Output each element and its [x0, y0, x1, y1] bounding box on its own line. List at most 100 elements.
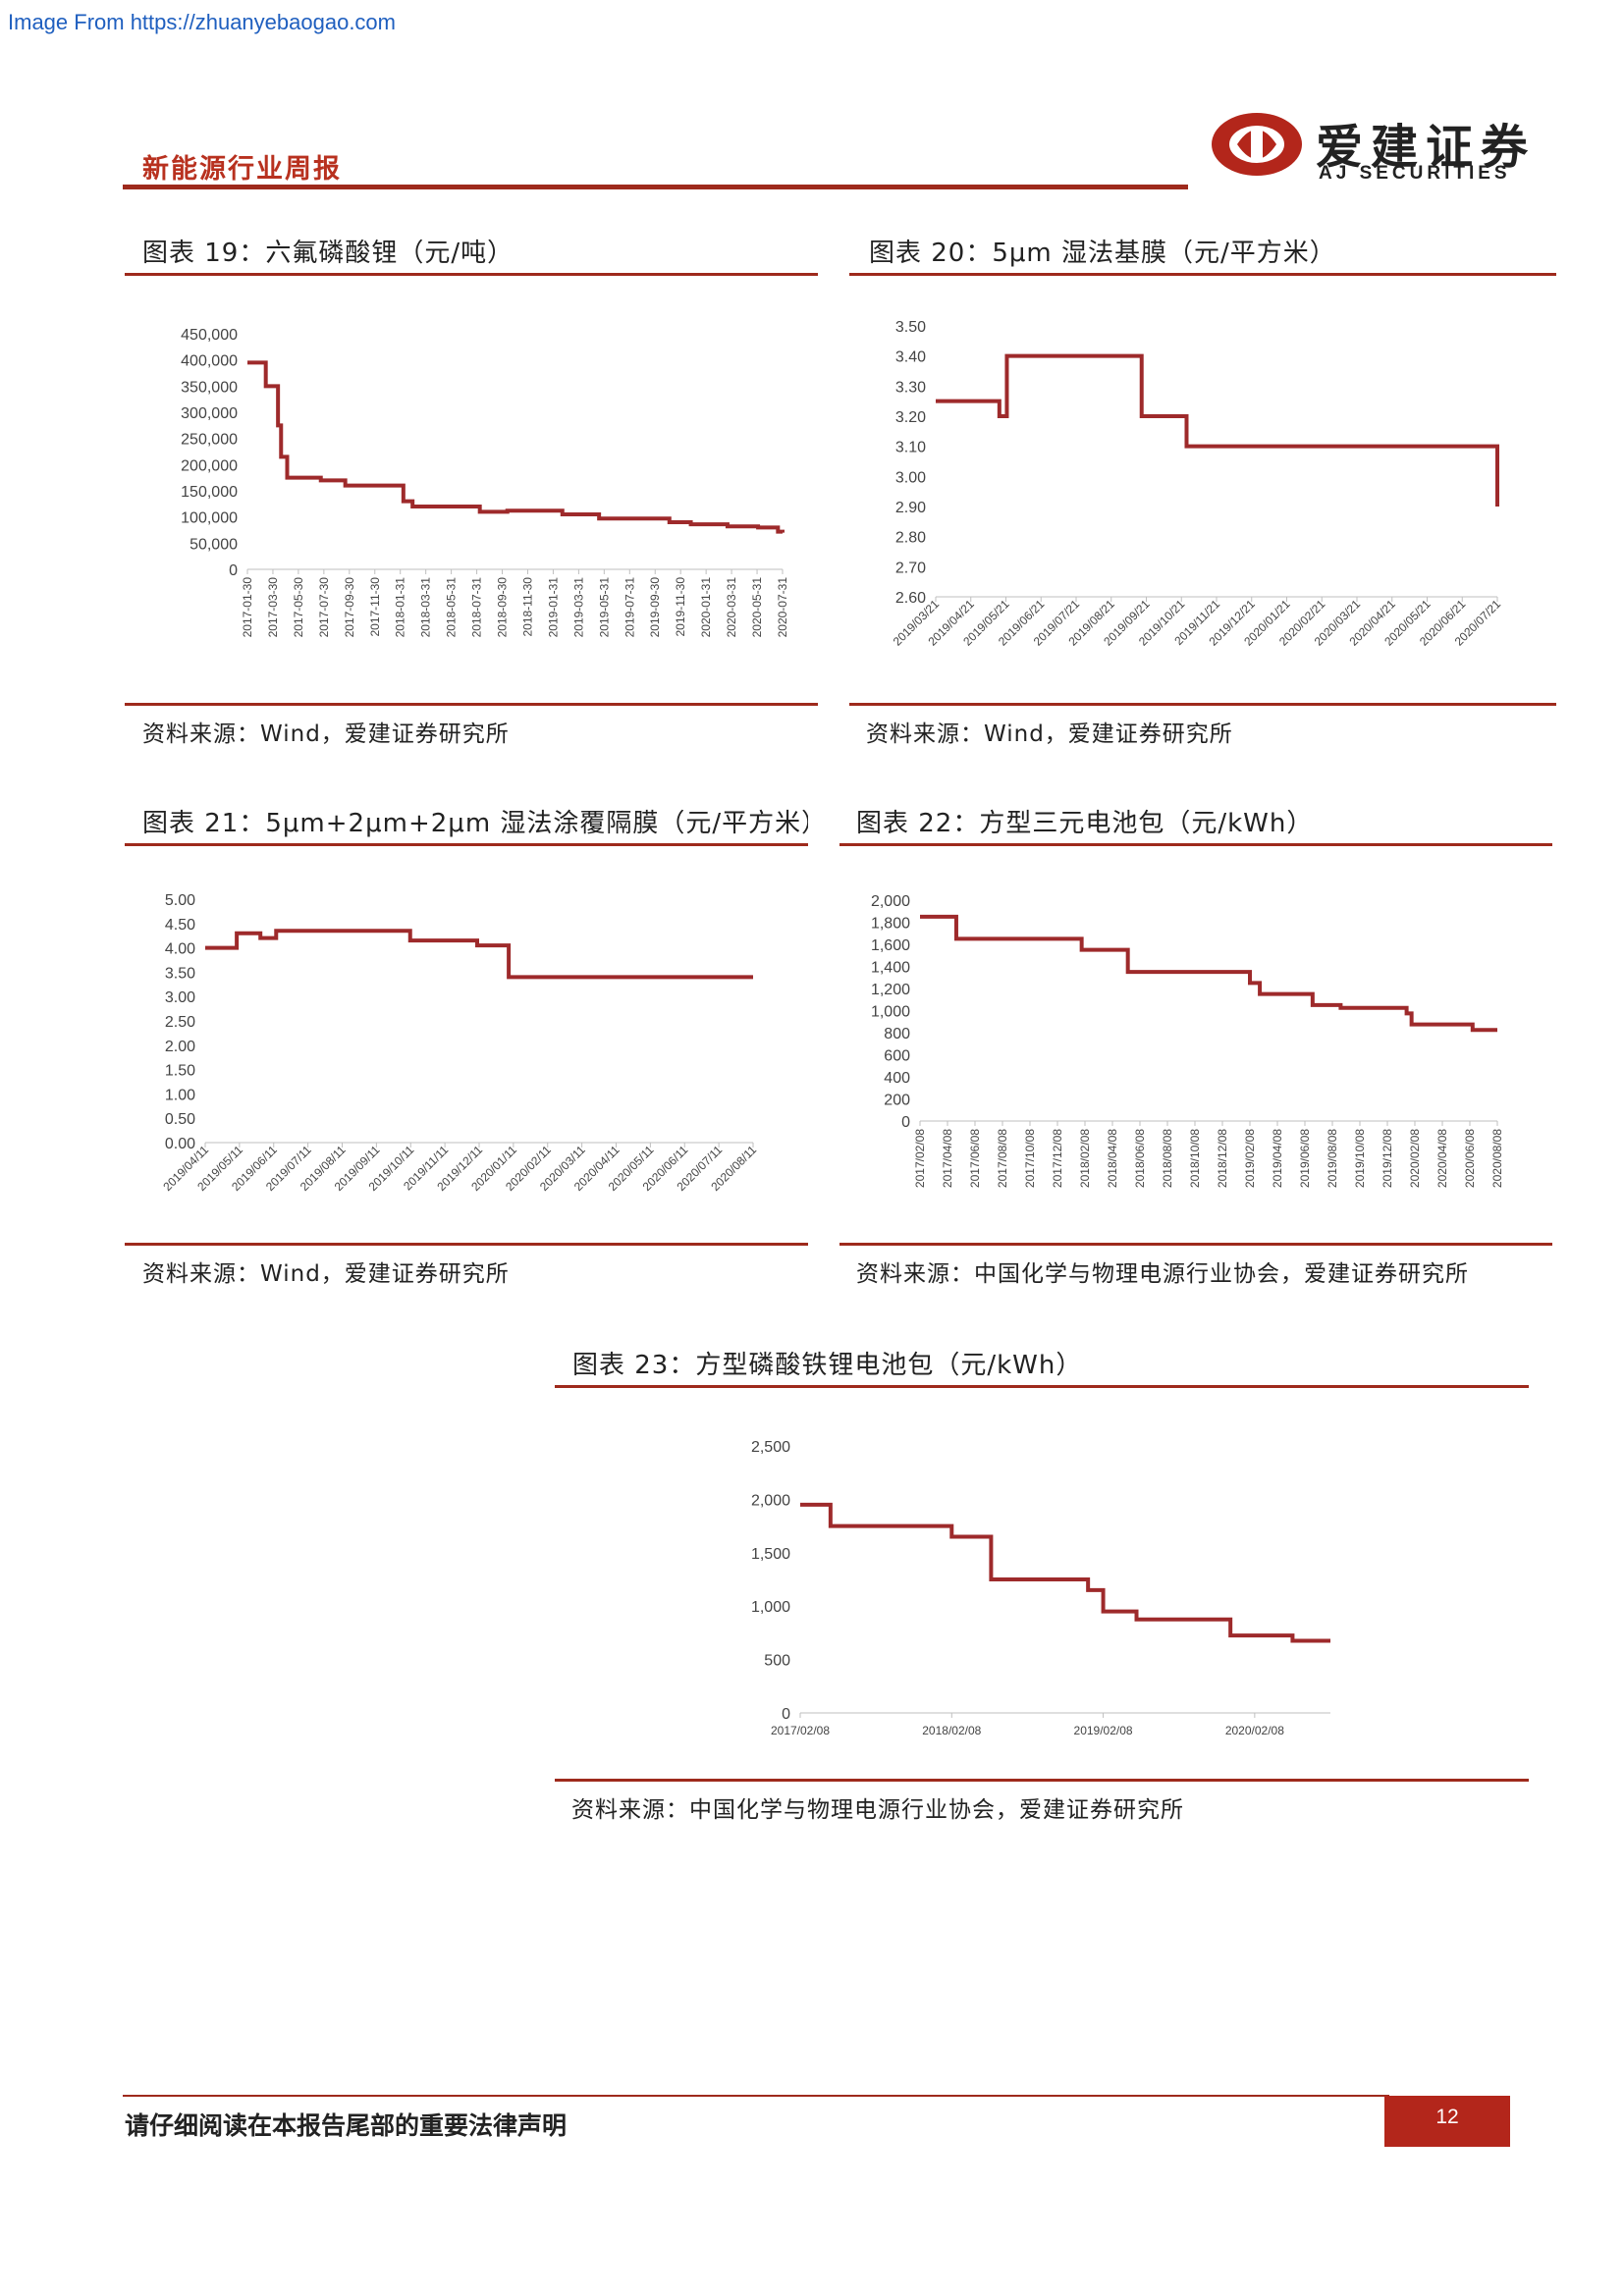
xtick-label: 2020-07-31 — [776, 577, 789, 638]
ytick-label: 3.30 — [895, 379, 926, 396]
chart-source-21: 资料来源：Wind，爱建证券研究所 — [142, 1261, 510, 1287]
xtick-label: 2018-03-31 — [419, 577, 433, 638]
ytick-label: 1,400 — [871, 960, 910, 977]
ytick-label: 200,000 — [181, 457, 238, 474]
xtick-label: 2018/02/08 — [922, 1724, 981, 1737]
xtick-label: 2017/10/08 — [1023, 1129, 1037, 1188]
chart-title-23: 图表 23：方型磷酸铁锂电池包（元/kWh） — [572, 1351, 1083, 1380]
xtick-label: 2019-01-31 — [546, 577, 560, 638]
brand-logo-icon — [1208, 110, 1306, 183]
ytick-label: 1,800 — [871, 916, 910, 933]
ytick-label: 2.50 — [165, 1014, 195, 1031]
chart-23: 0 500 1,000 1,500 2,000 2,500 2017/02/08 2018/0… — [555, 1418, 1529, 1742]
xtick-label: 2020/02/08 — [1408, 1129, 1422, 1188]
ytick-label: 450,000 — [181, 327, 238, 344]
ytick-label: 2.80 — [895, 530, 926, 547]
xtick-label: 2017/02/08 — [913, 1129, 927, 1188]
chart-20: 2.60 2.70 2.80 2.90 3.00 3.10 3.20 3.30 3.40 3.50… — [849, 304, 1556, 667]
chart-title-21: 图表 21：5μm+2μm+2μm 湿法涂覆隔膜（元/平方米） — [142, 809, 808, 838]
ytick-label: 3.20 — [895, 409, 926, 426]
ytick-label: 300,000 — [181, 405, 238, 422]
xtick-label: 2020/08/08 — [1490, 1129, 1504, 1188]
xtick-label: 2018-11-30 — [520, 577, 534, 637]
xtick-label: 2018/04/08 — [1106, 1129, 1119, 1188]
xtick-label: 2017/02/08 — [771, 1724, 830, 1737]
brand-name-en: AJ SECURITIES — [1319, 163, 1511, 184]
ytick-label: 1,000 — [751, 1599, 790, 1616]
ytick-label: 1,200 — [871, 982, 910, 998]
ytick-label: 3.50 — [895, 319, 926, 336]
chart-rule-21-top — [125, 843, 808, 846]
brand-name-cn: 爱建证券 — [1316, 120, 1537, 175]
series-line — [800, 1502, 1330, 1643]
xtick-label: 2017-01-30 — [241, 577, 254, 638]
xtick-label: 2018/06/08 — [1133, 1129, 1147, 1188]
chart-21: 0.00 0.50 1.00 1.50 2.00 2.50 3.00 3.50 4.00 4.50… — [125, 874, 808, 1212]
ytick-label: 0 — [229, 562, 238, 579]
ytick-label: 2,000 — [751, 1492, 790, 1509]
chart-title-19: 图表 19：六氟磷酸锂（元/吨） — [142, 239, 514, 268]
xtick-label: 2018-05-31 — [445, 577, 459, 638]
chart-title-20: 图表 20：5μm 湿法基膜（元/平方米） — [869, 239, 1336, 268]
chart-rule-22-bottom — [839, 1243, 1552, 1246]
chart-rule-19-top — [125, 273, 818, 276]
report-name: 新能源行业周报 — [142, 154, 342, 185]
xtick-label: 2019-11-30 — [674, 577, 687, 637]
ytick-label: 3.40 — [895, 349, 926, 366]
ytick-label: 350,000 — [181, 379, 238, 396]
ytick-label: 1,000 — [871, 1004, 910, 1021]
footer-rule — [123, 2095, 1389, 2097]
chart-rule-19-bottom — [125, 703, 818, 706]
series-line — [205, 929, 753, 980]
ytick-label: 250,000 — [181, 432, 238, 449]
xtick-label: 2017-07-30 — [317, 577, 331, 638]
chart-title-22: 图表 22：方型三元电池包（元/kWh） — [856, 809, 1314, 838]
xtick-label: 2019/02/08 — [1243, 1129, 1257, 1188]
chart-source-19: 资料来源：Wind，爱建证券研究所 — [142, 721, 510, 747]
ytick-label: 2.90 — [895, 500, 926, 516]
xtick-label: 2018/08/08 — [1161, 1129, 1174, 1188]
xtick-label: 2019/02/08 — [1074, 1724, 1133, 1737]
chart-19: 0 50,000 100,000 150,000 200,000 250,000 300,0… — [125, 304, 818, 658]
xtick-label: 2017/06/08 — [968, 1129, 982, 1188]
xtick-label: 2018-07-31 — [470, 577, 484, 638]
ytick-label: 2.70 — [895, 560, 926, 576]
xtick-label: 2020-05-31 — [750, 577, 764, 638]
xtick-label: 2017-05-30 — [292, 577, 305, 638]
xtick-label: 2019-09-30 — [648, 577, 662, 638]
chart-rule-23-top — [555, 1385, 1529, 1388]
chart-rule-23-bottom — [555, 1779, 1529, 1782]
ytick-label: 3.50 — [165, 965, 195, 982]
xtick-label: 2017/12/08 — [1051, 1129, 1064, 1188]
ytick-label: 1,500 — [751, 1546, 790, 1563]
ytick-label: 4.00 — [165, 941, 195, 958]
ytick-label: 400,000 — [181, 353, 238, 370]
ytick-label: 3.00 — [895, 469, 926, 486]
series-line — [936, 353, 1499, 507]
ytick-label: 400 — [884, 1070, 910, 1087]
xtick-label: 2019/08/08 — [1326, 1129, 1339, 1188]
ytick-label: 2,500 — [751, 1439, 790, 1456]
ytick-label: 2.00 — [165, 1039, 195, 1055]
xtick-label: 2019/06/08 — [1298, 1129, 1312, 1188]
xtick-label: 2019/12/08 — [1380, 1129, 1394, 1188]
series-line — [920, 914, 1497, 1033]
ytick-label: 0.50 — [165, 1111, 195, 1128]
xtick-label: 2019-03-31 — [571, 577, 585, 638]
ytick-label: 0 — [782, 1706, 790, 1723]
chart-22: 0 200 400 600 800 1,000 1,200 1,400 1,600 1,800 2,… — [839, 879, 1552, 1212]
watermark-text: Image From https://zhuanyebaogao.com — [8, 10, 396, 34]
xtick-label: 2019-05-31 — [597, 577, 611, 638]
xtick-label: 2017-11-30 — [368, 577, 382, 637]
ytick-label: 1.00 — [165, 1087, 195, 1103]
chart-source-23: 资料来源：中国化学与物理电源行业协会，爱建证券研究所 — [571, 1797, 1184, 1823]
xtick-label: 2019-07-31 — [623, 577, 636, 638]
page-number: 12 — [1384, 2096, 1510, 2147]
ytick-label: 1,600 — [871, 937, 910, 954]
ytick-label: 500 — [764, 1653, 790, 1670]
xtick-label: 2020-01-31 — [699, 577, 713, 638]
chart-source-20: 资料来源：Wind，爱建证券研究所 — [866, 721, 1233, 747]
xtick-label: 2018/10/08 — [1188, 1129, 1202, 1188]
ytick-label: 4.50 — [165, 917, 195, 934]
xtick-label: 2018/12/08 — [1216, 1129, 1229, 1188]
